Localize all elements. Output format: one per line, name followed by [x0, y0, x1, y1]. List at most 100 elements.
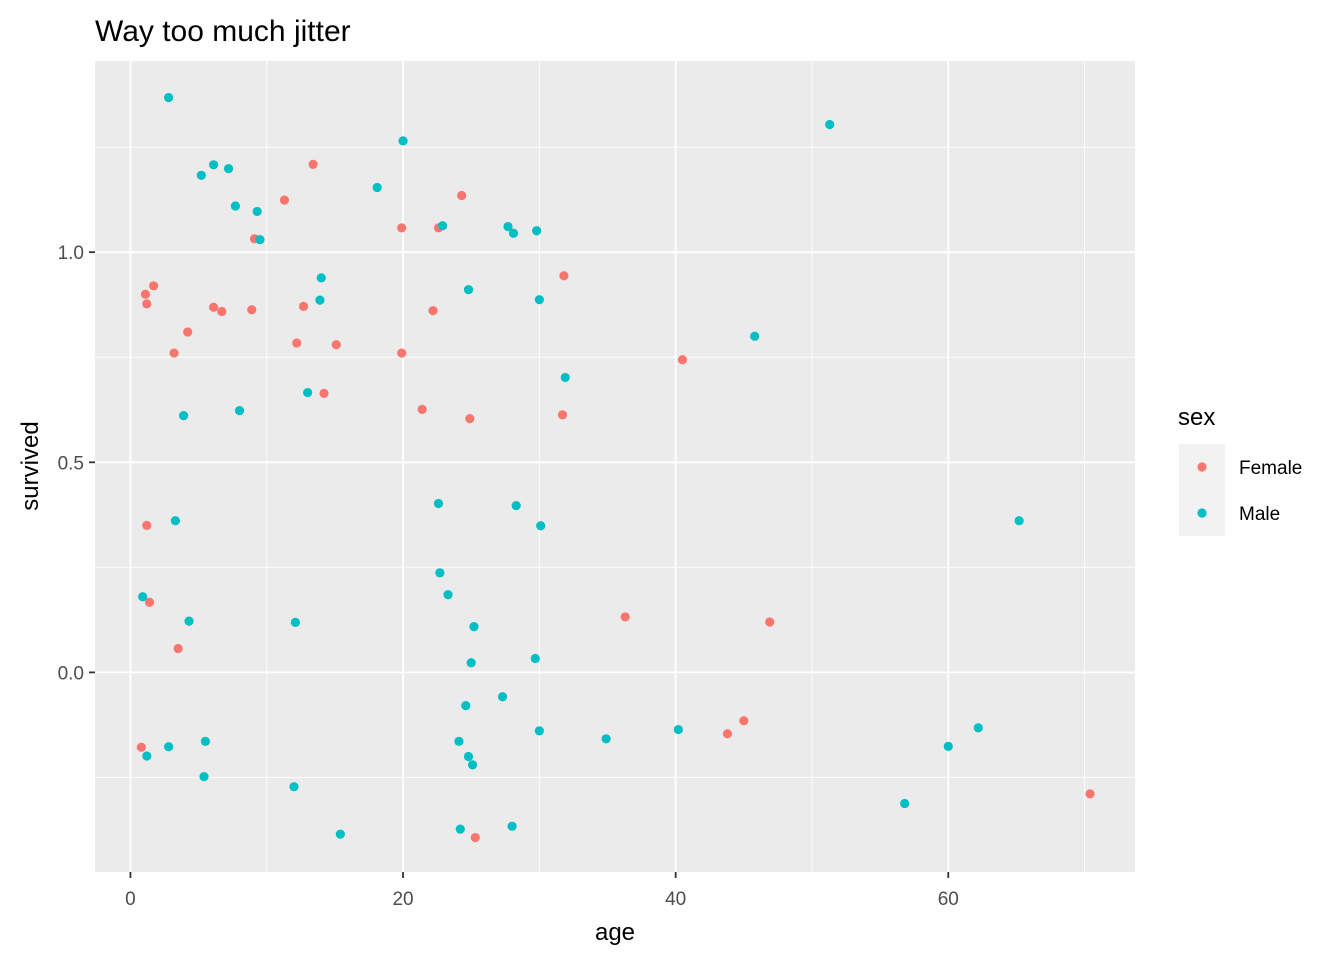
- data-points: [136, 92, 1095, 843]
- data-point-female: [279, 195, 290, 205]
- data-point-female: [559, 271, 569, 281]
- legend: sex Female Male: [1178, 404, 1302, 536]
- data-point-male: [467, 760, 478, 770]
- minor-gridlines: [95, 61, 1135, 872]
- data-point-male: [454, 736, 464, 746]
- data-point-male: [372, 182, 382, 193]
- x-tick-label: 20: [392, 889, 413, 910]
- major-gridlines: [95, 61, 1135, 872]
- data-point-male: [230, 201, 240, 211]
- legend-marker-male: [1197, 508, 1207, 518]
- data-point-female: [208, 302, 219, 312]
- data-point-male: [164, 92, 174, 103]
- data-point-male: [463, 284, 474, 295]
- data-point-female: [169, 348, 179, 358]
- data-point-male: [234, 406, 245, 416]
- data-point-male: [466, 658, 476, 668]
- data-point-male: [289, 782, 299, 792]
- data-point-male: [398, 136, 408, 146]
- data-point-female: [620, 612, 630, 622]
- data-point-male: [560, 372, 570, 383]
- data-point-male: [196, 170, 206, 180]
- data-point-male: [536, 521, 546, 531]
- data-point-male: [164, 742, 174, 752]
- data-point-male: [303, 387, 313, 398]
- data-point-male: [200, 736, 211, 746]
- data-point-male: [433, 498, 444, 509]
- data-point-male: [511, 500, 521, 511]
- data-point-male: [1014, 516, 1024, 526]
- data-point-female: [298, 301, 309, 312]
- data-point-male: [461, 700, 471, 711]
- data-point-male: [750, 331, 760, 341]
- legend-label-male: Male: [1239, 504, 1280, 525]
- data-point-male: [973, 723, 983, 733]
- data-point-male: [335, 829, 345, 839]
- x-tick-label: 40: [665, 889, 686, 910]
- x-axis: 0 20 40 60: [125, 872, 959, 910]
- data-point-male: [532, 226, 542, 236]
- data-point-female: [247, 305, 257, 315]
- x-tick-label: 60: [938, 889, 959, 910]
- data-point-male: [507, 821, 517, 831]
- data-point-female: [136, 742, 146, 752]
- data-point-male: [316, 273, 326, 283]
- data-point-male: [223, 163, 234, 174]
- data-point-male: [900, 798, 910, 809]
- x-tick-label: 0: [125, 889, 136, 910]
- data-point-female: [173, 643, 183, 654]
- data-point-female: [183, 327, 193, 337]
- data-point-male: [443, 590, 453, 600]
- data-point-male: [601, 734, 611, 744]
- data-point-female: [319, 388, 329, 398]
- x-axis-title: age: [595, 919, 635, 946]
- data-point-male: [290, 617, 300, 627]
- data-point-male: [943, 741, 953, 751]
- y-tick-label: 0.0: [58, 663, 84, 684]
- data-point-male: [508, 228, 519, 238]
- data-point-male: [825, 119, 835, 130]
- data-point-female: [677, 355, 688, 365]
- data-point-male: [208, 160, 219, 170]
- data-point-female: [470, 832, 480, 843]
- data-point-female: [557, 410, 568, 420]
- data-point-female: [722, 729, 733, 739]
- data-point-female: [142, 299, 152, 309]
- data-point-female: [144, 597, 155, 607]
- data-point-male: [455, 824, 465, 834]
- chart-title: Way too much jitter: [95, 15, 351, 48]
- data-point-male: [435, 568, 445, 578]
- y-tick-label: 0.5: [58, 453, 84, 474]
- data-point-female: [217, 306, 227, 317]
- data-point-female: [140, 289, 151, 299]
- data-point-female: [308, 159, 318, 169]
- data-point-male: [437, 221, 448, 231]
- data-point-male: [199, 772, 209, 782]
- data-point-female: [397, 223, 407, 233]
- data-point-male: [534, 726, 544, 736]
- data-point-male: [530, 653, 540, 664]
- data-point-male: [142, 751, 152, 761]
- series-male: [138, 92, 1024, 839]
- data-point-male: [503, 221, 513, 232]
- data-point-female: [1085, 789, 1095, 799]
- data-point-male: [255, 234, 265, 245]
- data-point-female: [149, 281, 159, 291]
- data-point-male: [315, 295, 325, 305]
- data-point-female: [417, 404, 427, 414]
- data-point-female: [331, 340, 341, 350]
- data-point-male: [170, 516, 181, 526]
- legend-title: sex: [1178, 404, 1215, 431]
- data-point-male: [252, 206, 262, 217]
- y-axis: 0.0 0.5 1.0: [58, 243, 95, 684]
- data-point-female: [739, 716, 749, 726]
- data-point-male: [463, 751, 474, 762]
- data-point-female: [457, 190, 467, 201]
- data-point-male: [534, 295, 544, 305]
- data-point-female: [465, 413, 475, 424]
- data-point-male: [178, 411, 189, 421]
- data-point-male: [138, 592, 148, 602]
- data-point-female: [428, 306, 438, 316]
- data-point-male: [469, 621, 479, 632]
